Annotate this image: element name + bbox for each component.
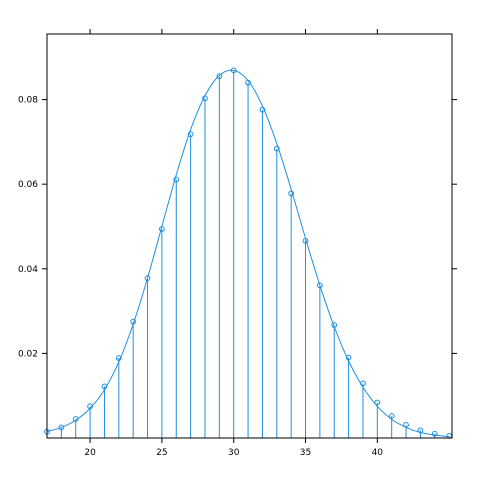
data-point xyxy=(87,403,93,410)
y-tick-label: 0.06 xyxy=(18,180,38,190)
data-point xyxy=(259,106,266,113)
data-point xyxy=(173,176,180,183)
data-point xyxy=(417,427,424,434)
x-tick-label: 30 xyxy=(228,448,240,458)
data-point xyxy=(158,226,165,232)
data-point xyxy=(360,380,366,387)
data-point xyxy=(388,413,395,419)
stem-lines xyxy=(46,70,450,438)
data-point xyxy=(72,416,79,422)
data-point xyxy=(101,383,108,390)
data-points xyxy=(44,67,453,439)
x-tick-label: 25 xyxy=(156,448,167,458)
y-tick-label: 0.02 xyxy=(18,349,38,359)
y-tick-label: 0.08 xyxy=(18,96,38,106)
data-point xyxy=(58,424,65,431)
y-axis: 0.02 0.04 0.06 0.08 xyxy=(18,96,457,359)
data-point xyxy=(144,275,151,281)
data-point xyxy=(230,67,237,74)
data-point xyxy=(216,73,223,80)
x-tick-label: 20 xyxy=(84,448,96,458)
data-point xyxy=(130,318,137,325)
data-point xyxy=(115,355,122,361)
data-point xyxy=(331,322,338,328)
data-point xyxy=(316,282,323,289)
data-point xyxy=(202,95,208,102)
x-axis: 20 25 30 35 40 xyxy=(84,29,383,458)
data-point xyxy=(302,237,309,244)
data-point xyxy=(403,421,409,428)
x-tick-label: 40 xyxy=(372,448,384,458)
data-point xyxy=(273,145,280,152)
data-point xyxy=(245,79,251,86)
plot-frame xyxy=(46,33,453,439)
data-point xyxy=(187,131,194,138)
y-tick-label: 0.04 xyxy=(18,265,38,275)
data-point xyxy=(374,399,381,406)
x-tick-label: 35 xyxy=(300,448,311,458)
data-point xyxy=(288,190,295,197)
data-point xyxy=(431,430,438,437)
data-point xyxy=(345,354,352,361)
